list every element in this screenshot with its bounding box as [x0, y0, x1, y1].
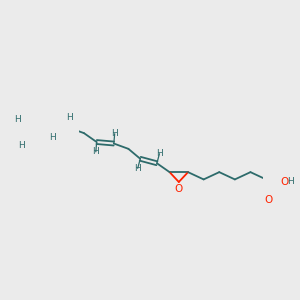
Text: H: H	[156, 149, 163, 158]
Text: H: H	[14, 115, 21, 124]
Text: H: H	[134, 164, 141, 173]
Text: H: H	[66, 113, 73, 122]
Text: H: H	[49, 133, 56, 142]
Text: O: O	[175, 184, 183, 194]
Text: O: O	[281, 177, 289, 187]
Text: H: H	[92, 147, 99, 156]
Text: O: O	[264, 194, 273, 205]
Text: H: H	[111, 129, 118, 138]
Text: H: H	[19, 140, 25, 149]
Text: H: H	[287, 177, 294, 186]
